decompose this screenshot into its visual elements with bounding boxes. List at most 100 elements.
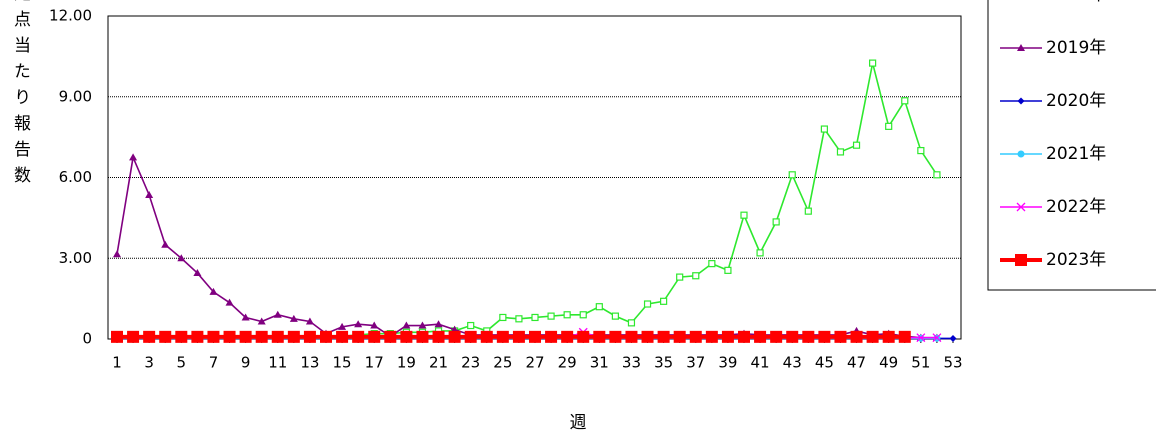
y-axis-title: 定点当たり報告数: [10, 0, 31, 192]
x-tick-label: 47: [847, 354, 866, 372]
marker: [271, 330, 284, 343]
marker: [1017, 44, 1025, 51]
marker: [561, 330, 574, 343]
legend-label: 2020年: [1046, 91, 1106, 111]
x-tick-label: 49: [879, 354, 898, 372]
marker: [850, 330, 863, 343]
marker: [545, 330, 558, 343]
marker: [673, 330, 686, 343]
marker: [852, 141, 861, 149]
x-tick-label: 51: [911, 354, 930, 372]
marker: [916, 333, 926, 343]
marker: [660, 297, 668, 305]
x-tick-label: 7: [209, 354, 219, 372]
legend-label: 2018年: [1046, 0, 1106, 5]
marker: [129, 153, 138, 161]
marker: [657, 330, 670, 343]
x-tick-label: 3: [144, 354, 154, 372]
marker: [770, 330, 783, 343]
marker: [772, 218, 780, 226]
marker: [689, 330, 702, 343]
marker: [111, 330, 123, 343]
y-tick-label: 0: [82, 330, 92, 348]
y-tick-label: 3.00: [59, 249, 92, 267]
marker: [788, 171, 796, 179]
marker: [611, 312, 619, 320]
marker: [756, 249, 764, 257]
marker: [127, 330, 140, 343]
marker: [400, 330, 413, 343]
marker: [901, 97, 909, 105]
marker: [643, 300, 652, 308]
marker: [191, 330, 204, 343]
x-tick-label: 19: [397, 354, 416, 372]
marker: [721, 330, 734, 343]
marker: [609, 330, 622, 343]
marker: [898, 330, 911, 343]
marker: [1015, 254, 1027, 266]
x-axis-title: 週: [570, 413, 587, 433]
marker: [627, 319, 636, 327]
marker: [531, 313, 539, 322]
x-tick-label: 15: [333, 354, 352, 372]
marker: [595, 303, 603, 311]
x-tick-label: 33: [622, 354, 641, 372]
marker: [418, 321, 427, 329]
marker: [209, 287, 218, 295]
x-tick-label: 21: [429, 354, 448, 372]
marker: [177, 254, 186, 262]
marker: [159, 330, 172, 343]
marker: [175, 330, 188, 343]
marker: [434, 320, 443, 328]
x-tick-label: 27: [525, 354, 544, 372]
marker: [932, 333, 942, 343]
marker: [529, 330, 541, 343]
marker: [145, 190, 154, 198]
marker: [641, 330, 654, 343]
marker: [577, 330, 590, 343]
marker: [917, 146, 925, 155]
marker: [754, 330, 767, 343]
marker: [499, 313, 507, 322]
marker: [885, 122, 893, 130]
marker: [320, 330, 332, 343]
marker: [161, 240, 170, 248]
marker: [467, 321, 475, 330]
x-tick-label: 1: [112, 354, 122, 372]
marker: [287, 330, 300, 343]
marker: [336, 330, 349, 343]
marker: [786, 330, 799, 343]
marker: [836, 148, 845, 156]
marker: [802, 330, 815, 343]
x-tick-label: 37: [686, 354, 705, 372]
legend-label: 2022年: [1046, 197, 1106, 217]
marker: [464, 330, 477, 343]
x-tick-label: 43: [783, 354, 802, 372]
marker: [207, 330, 220, 343]
marker: [402, 321, 411, 329]
marker: [1016, 202, 1026, 212]
marker: [257, 317, 266, 325]
marker: [593, 330, 606, 343]
marker: [818, 330, 831, 343]
marker: [804, 207, 812, 215]
marker: [354, 320, 363, 328]
marker: [368, 330, 381, 343]
y-tick-label: 6.00: [59, 168, 92, 186]
marker: [708, 260, 716, 268]
x-tick-label: 39: [718, 354, 737, 372]
legend-label: 2023年: [1046, 250, 1106, 270]
marker: [338, 322, 347, 330]
x-tick-label: 25: [493, 354, 512, 372]
marker: [448, 330, 461, 343]
series-line: [117, 62, 938, 338]
marker: [255, 330, 268, 343]
marker: [193, 269, 202, 277]
x-tick-label: 13: [300, 354, 319, 372]
marker: [563, 311, 571, 319]
marker: [869, 59, 877, 67]
x-tick-label: 17: [365, 354, 384, 372]
marker: [547, 312, 555, 320]
marker: [579, 311, 587, 319]
x-tick-label: 23: [461, 354, 480, 372]
